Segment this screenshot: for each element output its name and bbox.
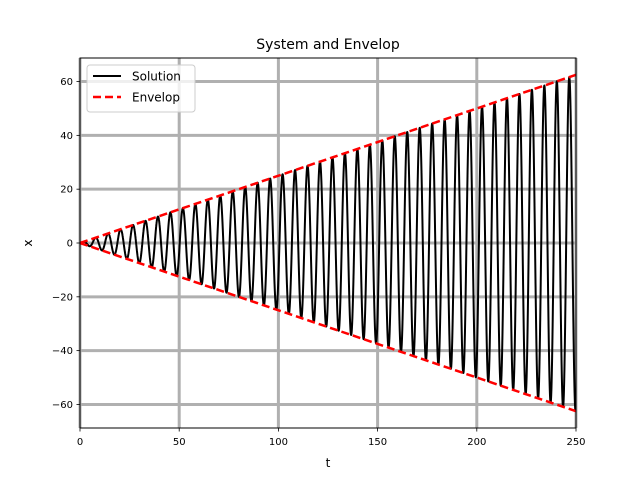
x-tick-label: 100 (269, 437, 288, 448)
x-tick-label: 250 (566, 437, 585, 448)
chart-title: System and Envelop (256, 37, 400, 53)
y-tick-label: 20 (60, 185, 73, 196)
x-tick-label: 50 (173, 437, 186, 448)
y-tick-label: 40 (60, 131, 73, 142)
x-tick-label: 0 (77, 437, 83, 448)
y-tick-label: −40 (52, 346, 73, 357)
y-tick-label: 60 (60, 77, 73, 88)
y-tick-label: 0 (67, 239, 73, 250)
series-envelop-upper-line (80, 73, 576, 245)
y-axis: −60 −40 −20 0 20 40 60 (52, 77, 80, 411)
y-axis-label: x (21, 239, 35, 246)
series-envelop-lower-line (80, 241, 576, 413)
y-tick-label: −20 (52, 292, 73, 303)
x-tick-label: 200 (467, 437, 486, 448)
legend-label-solution: Solution (132, 70, 181, 84)
x-axis-label: t (326, 456, 331, 470)
x-axis: 0 50 100 150 200 250 (77, 428, 586, 448)
series-layer (80, 73, 576, 413)
y-tick-label: −60 (52, 400, 73, 411)
x-tick-label: 150 (368, 437, 387, 448)
legend: Solution Envelop (86, 64, 196, 113)
series-solution-line (80, 76, 576, 413)
legend-label-envelop: Envelop (132, 91, 180, 105)
